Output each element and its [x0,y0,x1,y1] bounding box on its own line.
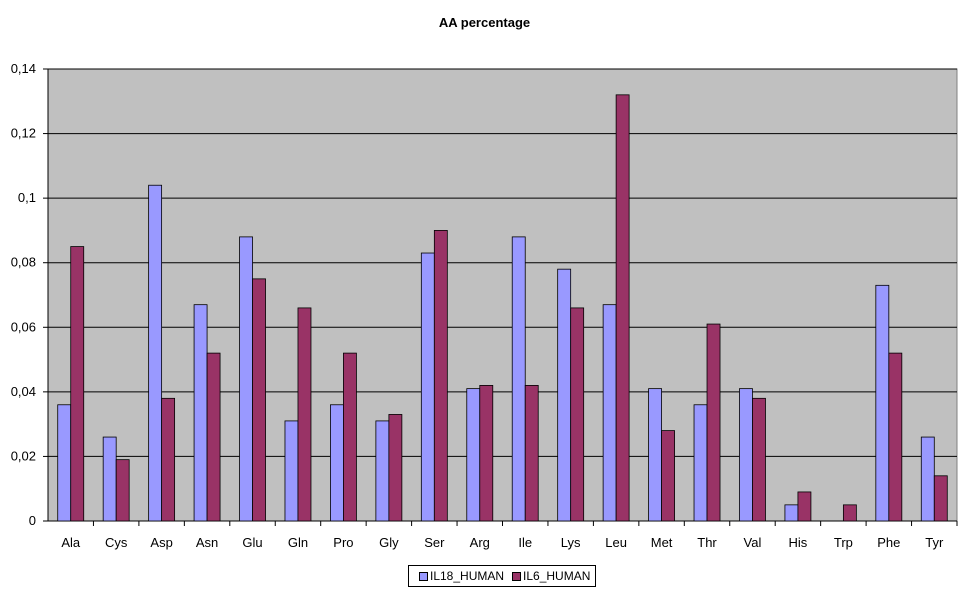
x-tick-label: Val [744,535,762,550]
y-tick-label: 0,1 [18,190,36,205]
bar-il18-human-ile [511,236,526,522]
chart-title: AA percentage [438,15,531,30]
y-tick-label: 0,14 [11,61,36,76]
bar-il6-human-cys [115,459,130,522]
legend-swatch-series-2 [512,571,522,581]
y-tick-label: 0 [29,513,36,528]
bar-il6-human-gln [297,307,312,522]
bar-il6-human-pro [343,352,357,522]
x-tick-label: Trp [834,535,853,550]
x-tick-label: Met [651,535,673,550]
bar-il18-human-his [784,504,799,522]
x-tick-label: Cys [105,535,128,550]
x-tick-label: Pro [333,535,353,550]
bar-il6-human-val [752,397,766,522]
bar-il6-human-phe [888,352,903,522]
bar-il18-human-leu [602,304,617,522]
bar-il18-human-pro [330,404,344,522]
y-tick-label: 0,12 [11,126,36,141]
bar-il18-human-cys [102,436,117,522]
y-tick-label: 0,08 [11,255,36,270]
bar-il6-human-asp [161,397,176,522]
legend-label-series-1: IL18_HUMAN [430,569,505,583]
bar-il6-human-ala [70,246,85,522]
x-tick-label: Leu [605,535,627,550]
bar-il6-human-trp [842,504,857,522]
x-tick-label: His [789,535,808,550]
bar-il6-human-ile [524,384,539,522]
bar-il18-human-asn [193,304,208,522]
x-tick-label: Asn [196,535,218,550]
bar-il18-human-ala [57,404,72,522]
x-tick-label: Ala [61,535,81,550]
x-tick-label: Thr [697,535,717,550]
bar-il18-human-gln [284,420,299,522]
legend-item-series-1: IL18_HUMAN [419,569,504,583]
legend-item-series-2: IL6_HUMAN [512,569,590,583]
y-tick-label: 0,02 [11,448,36,463]
x-tick-label: Lys [561,535,581,550]
bar-il6-human-gly [388,414,403,522]
bar-il18-human-tyr [920,436,935,522]
x-tick-label: Phe [877,535,900,550]
y-tick-label: 0,04 [11,384,36,399]
x-tick-label: Glu [242,535,262,550]
legend: IL18_HUMAN IL6_HUMAN [408,565,596,587]
bar-il6-human-his [797,491,812,522]
x-tick-label: Asp [150,535,172,550]
bar-il18-human-phe [875,284,890,522]
bar-il6-human-ser [433,230,448,522]
x-tick-label: Ser [424,535,445,550]
bar-il6-human-arg [479,384,494,522]
bar-il18-human-val [739,388,753,522]
x-tick-label: Gly [379,535,399,550]
bar-il6-human-tyr [933,475,948,522]
bar-il6-human-asn [206,352,221,522]
bar-il18-human-gly [375,420,390,522]
bar-il6-human-met [661,430,675,522]
bar-il18-human-arg [466,388,481,522]
legend-swatch-series-1 [419,571,428,581]
bar-il6-human-leu [615,94,630,522]
x-tick-label: Tyr [925,535,944,550]
bar-il18-human-ser [420,252,435,522]
x-tick-label: Gln [288,535,308,550]
bar-il6-human-thr [706,323,721,522]
y-tick-label: 0,06 [11,319,36,334]
bar-il18-human-glu [239,236,253,522]
bar-il6-human-lys [570,307,585,522]
bar-il18-human-asp [148,184,163,522]
bar-il6-human-glu [252,278,266,522]
bar-il18-human-met [648,388,662,522]
bar-il18-human-lys [557,268,572,522]
plot-area [47,68,958,522]
x-tick-label: Ile [518,535,532,550]
x-tick-label: Arg [470,535,490,550]
legend-label-series-2: IL6_HUMAN [523,569,591,583]
bar-il18-human-thr [693,404,708,522]
